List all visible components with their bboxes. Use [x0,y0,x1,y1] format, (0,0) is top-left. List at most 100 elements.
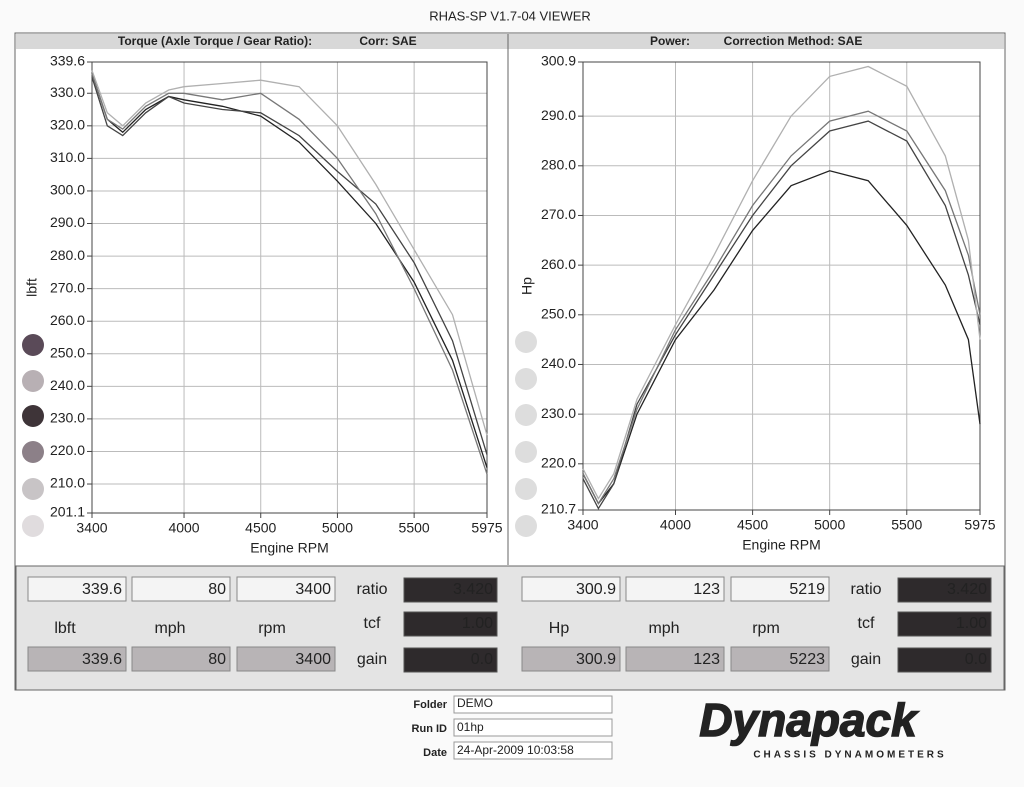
readout-box [236,576,336,602]
readout-box [521,576,621,602]
line-series [582,110,981,505]
readout-value: 80 [208,651,226,668]
readout-value: 300.9 [576,651,616,668]
readout-box [625,646,725,672]
setting-box [897,611,992,637]
y-tick-label: 260.0 [50,312,85,328]
y-tick-label: 250.0 [541,306,576,322]
readout-unit: rpm [258,620,286,637]
runid-field [453,718,613,737]
y-tick-label: 320.0 [50,117,85,133]
y-tick-label: 290.0 [541,107,576,123]
readout-value: 123 [693,651,720,668]
y-tick-label: 201.1 [50,504,85,520]
legend-dots [22,331,537,537]
legend-dot [515,404,537,426]
x-tick-label: 5000 [814,517,845,533]
y-tick-label: 220.0 [541,455,576,471]
readout-value: 339.6 [82,581,122,598]
plot-frame [582,61,981,511]
readout-value: 300.9 [576,581,616,598]
logo-tagline: CHASSIS DYNAMOMETERS [753,750,946,761]
setting-value: 3.420 [947,581,987,598]
legend-dot [22,515,44,537]
readout-value: 5219 [789,581,825,598]
x-tick-label: 4500 [737,517,768,533]
x-tick-label: 5975 [964,517,995,533]
date-label: Date [423,747,447,759]
y-tick-label: 270.0 [50,279,85,295]
setting-box [897,647,992,673]
setting-key: tcf [858,615,875,632]
y-tick-label: 280.0 [50,247,85,263]
readout-box [730,646,830,672]
runid-value: 01hp [457,720,484,734]
readout-unit: lbft [54,620,76,637]
x-tick-label: 5000 [322,520,353,536]
legend-dot [22,405,44,427]
y-tick-label: 280.0 [541,157,576,173]
line-series [91,73,488,475]
setting-key: gain [357,651,387,668]
readout-box [27,646,127,672]
y-tick-label: 310.0 [50,149,85,165]
line-series [582,120,981,510]
x-axis-label: Engine RPM [250,540,329,556]
x-tick-label: 4000 [168,520,199,536]
y-tick-label: 250.0 [50,344,85,360]
runid-label: Run ID [412,723,447,735]
y-tick-label: 330.0 [50,84,85,100]
readout-value: 3400 [295,651,331,668]
y-tick-label: 300.9 [541,53,576,69]
readout-unit: mph [648,620,679,637]
window-title: RHAS-SP V1.7-04 VIEWER [429,8,591,23]
line-series [91,70,488,436]
setting-value: 1.00 [956,615,987,632]
setting-box [897,577,992,603]
readout-box [131,646,231,672]
readout-unit: mph [154,620,185,637]
readout-value: 80 [208,581,226,598]
y-tick-label: 290.0 [50,214,85,230]
chart-subtitle: Correction Method: SAE [724,34,863,48]
x-tick-label: 5500 [399,520,430,536]
y-tick-label: 240.0 [50,377,85,393]
legend-dot [22,334,44,356]
setting-value: 0.0 [471,651,493,668]
readout-box [236,646,336,672]
y-tick-label: 240.0 [541,355,576,371]
readout-value: 339.6 [82,651,122,668]
readout-box [625,576,725,602]
footer: Folder DEMO Run ID 01hp Date 24-Apr-2009… [412,693,946,761]
readout-unit: rpm [752,620,780,637]
date-value: 24-Apr-2009 10:03:58 [457,743,574,757]
legend-dot [22,441,44,463]
x-axis-label: Engine RPM [742,537,821,553]
x-tick-label: 5975 [471,520,502,536]
line-series [91,76,488,455]
line-series [582,65,981,500]
y-tick-label: 270.0 [541,206,576,222]
y-tick-label: 230.0 [541,405,576,421]
setting-box [403,647,498,673]
legend-dot [515,368,537,390]
setting-value: 0.0 [965,651,987,668]
readout-box [730,576,830,602]
folder-value: DEMO [457,696,493,710]
setting-box [403,577,498,603]
y-axis-label: lbft [24,278,40,297]
setting-key: gain [851,651,881,668]
setting-box [403,611,498,637]
setting-key: tcf [364,615,381,632]
setting-key: ratio [356,581,387,598]
folder-field [453,695,613,714]
y-axis-label: Hp [519,277,535,295]
plot-frame [91,61,488,514]
x-tick-label: 4000 [660,517,691,533]
y-tick-label: 300.0 [50,182,85,198]
y-tick-label: 210.7 [541,501,576,517]
chart-title: Torque (Axle Torque / Gear Ratio): [118,34,312,48]
chart-subtitle: Corr: SAE [359,34,416,48]
date-field [453,741,613,760]
